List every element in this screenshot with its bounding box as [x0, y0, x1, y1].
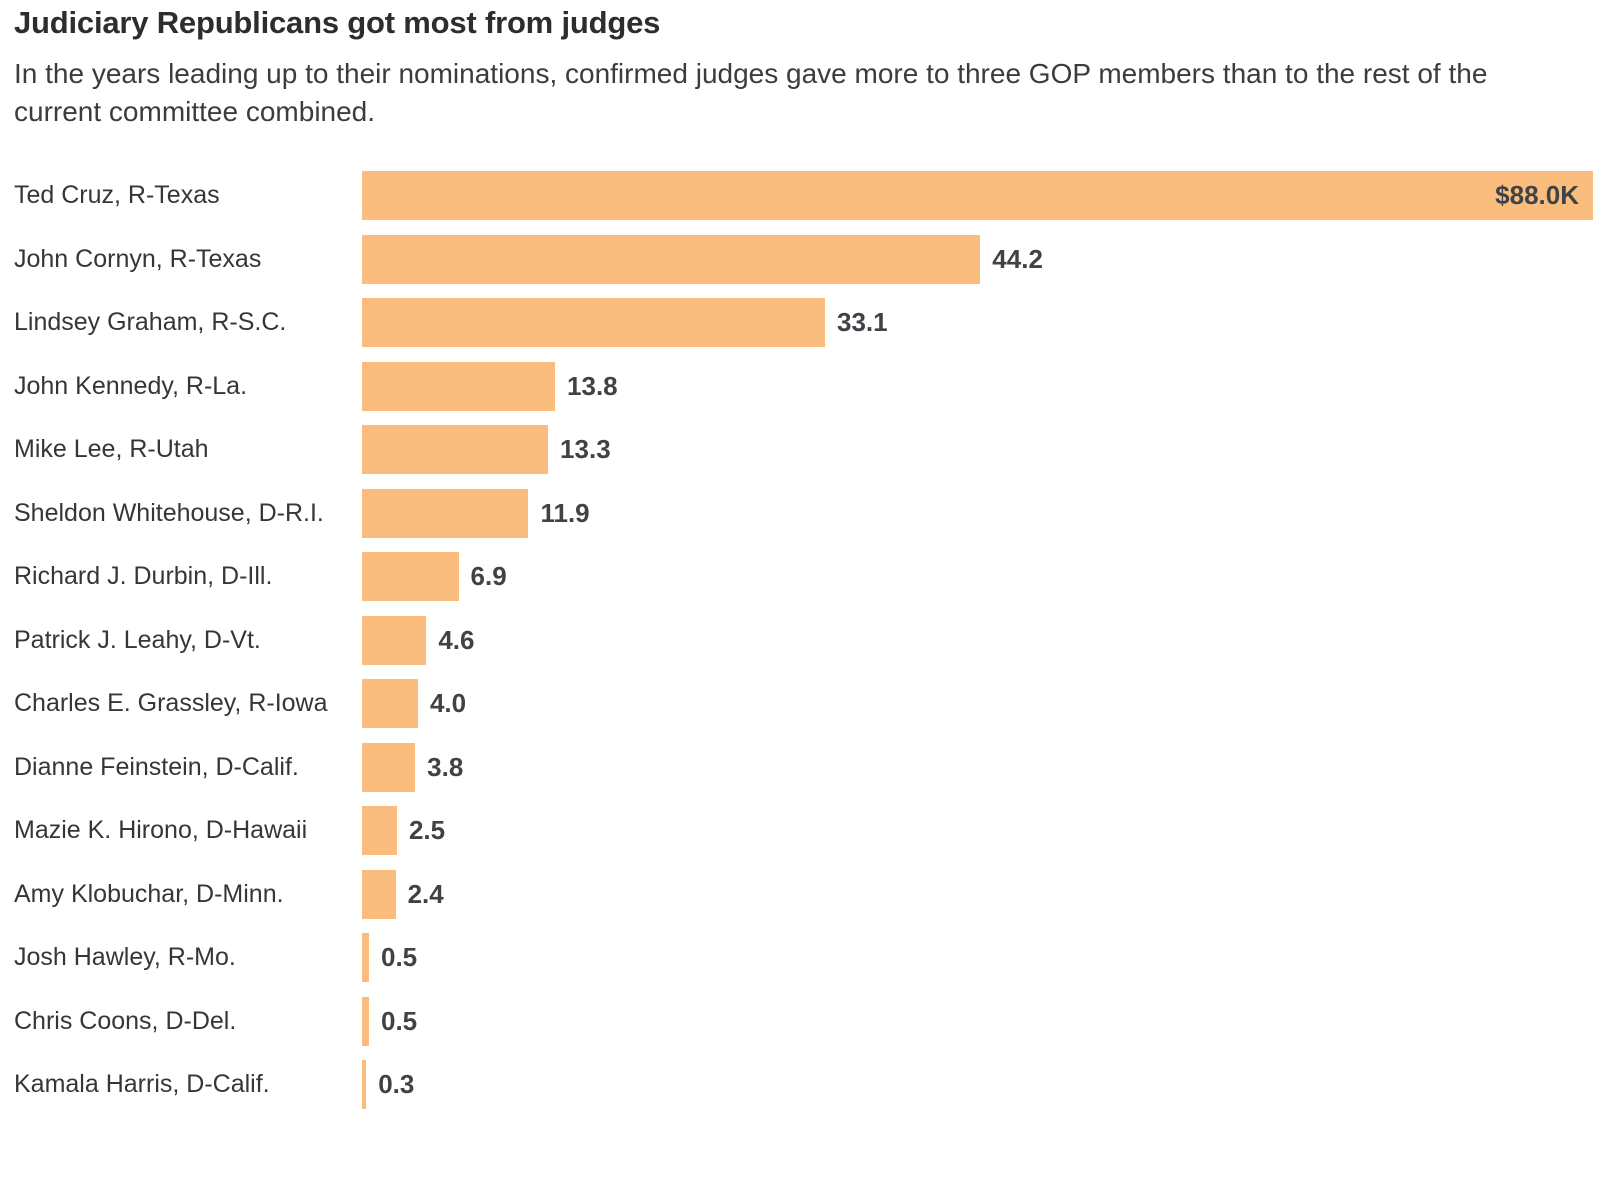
- bar: [362, 552, 459, 602]
- bar-track: 0.5: [362, 933, 1593, 983]
- chart-row: Chris Coons, D-Del. 0.5: [14, 990, 1624, 1054]
- bar-value-label: 33.1: [837, 307, 888, 338]
- bar-category-label: Kamala Harris, D-Calif.: [14, 1070, 270, 1099]
- chart-subtitle: In the years leading up to their nominat…: [14, 58, 1488, 127]
- bar-track: 44.2: [362, 234, 1593, 284]
- bar-category-label: Mike Lee, R-Utah: [14, 435, 209, 464]
- bar-category-label: Mazie K. Hirono, D-Hawaii: [14, 816, 308, 845]
- bar-category-label: Patrick J. Leahy, D-Vt.: [14, 625, 261, 654]
- bar-track: 11.9: [362, 488, 1593, 538]
- bar: [362, 933, 369, 983]
- bar-category-label: Ted Cruz, R-Texas: [14, 181, 220, 210]
- bar: [362, 742, 416, 792]
- bar: [362, 996, 369, 1046]
- chart-row: Patrick J. Leahy, D-Vt. 4.6: [14, 609, 1624, 673]
- bar-track: $88.0K: [362, 171, 1593, 221]
- chart-title: Judiciary Republicans got most from judg…: [14, 5, 661, 40]
- bar-value-label: 2.5: [408, 815, 446, 846]
- chart-row: Charles E. Grassley, R-Iowa 4.0: [14, 672, 1624, 736]
- bar-track: 4.6: [362, 615, 1593, 665]
- chart-row: Josh Hawley, R-Mo. 0.5: [14, 926, 1624, 990]
- bar-value-label: $88.0K: [1495, 180, 1579, 211]
- bar-track: 3.8: [362, 742, 1593, 792]
- bar-value-label: 13.3: [560, 434, 611, 465]
- bar-category-label: John Cornyn, R-Texas: [14, 244, 262, 273]
- bar-value-label: 6.9: [470, 561, 507, 592]
- bar-track: 2.5: [362, 806, 1593, 856]
- bar-value-label: 0.3: [378, 1069, 415, 1100]
- chart-row: John Kennedy, R-La. 13.8: [14, 355, 1624, 419]
- chart-row: Mike Lee, R-Utah 13.3: [14, 418, 1624, 482]
- bar: [362, 806, 397, 856]
- chart-row: Ted Cruz, R-Texas $88.0K: [14, 164, 1624, 228]
- bar-value-label: 11.9: [540, 497, 590, 528]
- chart-row: Amy Klobuchar, D-Minn. 2.4: [14, 863, 1624, 927]
- bar: [362, 298, 826, 348]
- bar-category-label: John Kennedy, R-La.: [14, 371, 248, 400]
- bar: [362, 869, 396, 919]
- chart-row: Mazie K. Hirono, D-Hawaii 2.5: [14, 799, 1624, 863]
- bar-category-label: Amy Klobuchar, D-Minn.: [14, 879, 284, 908]
- bar-chart: Ted Cruz, R-Texas $88.0K John Cornyn, R-…: [14, 164, 1624, 1117]
- chart-row: Dianne Feinstein, D-Calif. 3.8: [14, 736, 1624, 800]
- bar-category-label: Charles E. Grassley, R-Iowa: [14, 689, 328, 718]
- bar-value-label: 3.8: [427, 751, 464, 782]
- bar-category-label: Dianne Feinstein, D-Calif.: [14, 752, 299, 781]
- bar: [362, 234, 981, 284]
- bar-value-label: 44.2: [992, 243, 1043, 274]
- bar: [362, 679, 418, 729]
- bar-value-label: 2.4: [407, 878, 444, 909]
- bar-value-label: 0.5: [380, 1005, 418, 1036]
- chart-row: Kamala Harris, D-Calif. 0.3: [14, 1053, 1624, 1117]
- bar: [362, 361, 556, 411]
- bar: [362, 615, 427, 665]
- bar-value-label: 13.8: [567, 370, 618, 401]
- bar-track: 0.3: [362, 1060, 1593, 1110]
- chart-row: Richard J. Durbin, D-Ill. 6.9: [14, 545, 1624, 609]
- bar-value-label: 4.6: [438, 624, 475, 655]
- bar-category-label: Richard J. Durbin, D-Ill.: [14, 562, 273, 591]
- bar-track: 4.0: [362, 679, 1593, 729]
- bar-category-label: Lindsey Graham, R-S.C.: [14, 308, 287, 337]
- bar: [362, 1060, 367, 1110]
- bar-track: 33.1: [362, 298, 1593, 348]
- bar-category-label: Josh Hawley, R-Mo.: [14, 943, 236, 972]
- bar-track: 13.8: [362, 361, 1593, 411]
- bar-track: 0.5: [362, 996, 1593, 1046]
- chart-row: John Cornyn, R-Texas 44.2: [14, 228, 1624, 292]
- chart-row: Sheldon Whitehouse, D-R.I. 11.9: [14, 482, 1624, 546]
- bar: [362, 425, 549, 475]
- bar-value-label: 4.0: [429, 688, 467, 719]
- bar-category-label: Sheldon Whitehouse, D-R.I.: [14, 498, 324, 527]
- bar-track: 13.3: [362, 425, 1593, 475]
- bar-track: 6.9: [362, 552, 1593, 602]
- chart-row: Lindsey Graham, R-S.C. 33.1: [14, 291, 1624, 355]
- bar-category-label: Chris Coons, D-Del.: [14, 1006, 237, 1035]
- bar: $88.0K: [362, 171, 1593, 221]
- bar: [362, 488, 529, 538]
- bar-track: 2.4: [362, 869, 1593, 919]
- bar-value-label: 0.5: [380, 942, 418, 973]
